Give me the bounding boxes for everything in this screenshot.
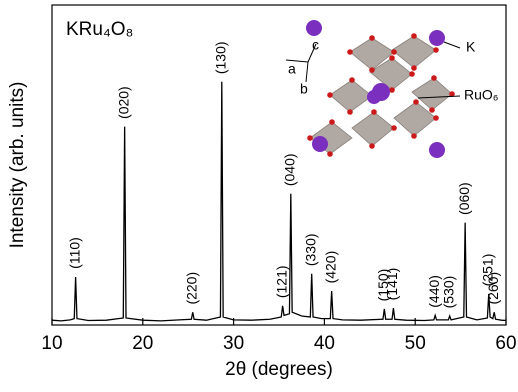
x-tick-label: 20	[132, 333, 153, 354]
x-tick-label: 60	[495, 333, 516, 354]
inset-label: K	[466, 39, 476, 55]
y-axis-label: Intensity (arb. units)	[7, 82, 28, 249]
inset-label: c	[312, 37, 319, 53]
peak-label: (130)	[212, 41, 228, 74]
peak-label: (330)	[302, 233, 318, 266]
peak-label: (420)	[322, 251, 338, 284]
peak-label: (121)	[273, 265, 289, 298]
x-axis-label: 2θ (degrees)	[225, 359, 333, 380]
x-tick-label: 30	[223, 333, 244, 354]
peak-label: (020)	[115, 86, 131, 119]
peak-label: (110)	[66, 237, 82, 269]
peak-label: (040)	[282, 153, 298, 186]
chart: KRu₄O₈ 2θ (degrees) Intensity (arb. unit…	[0, 0, 518, 392]
x-tick-label: 40	[314, 333, 335, 354]
peak-label: (530)	[440, 276, 456, 309]
chart-title: KRu₄O₈	[66, 19, 133, 40]
x-tick-label: 50	[405, 333, 426, 354]
peak-label: (260)	[485, 272, 501, 305]
inset-label: a	[288, 61, 296, 77]
x-tick-label: 10	[41, 333, 62, 354]
inset-label: RuO₆	[464, 87, 498, 103]
peak-label: (220)	[183, 272, 199, 305]
inset-label: b	[300, 81, 308, 97]
peak-label: (141)	[384, 268, 400, 301]
peak-label: (060)	[456, 182, 472, 215]
